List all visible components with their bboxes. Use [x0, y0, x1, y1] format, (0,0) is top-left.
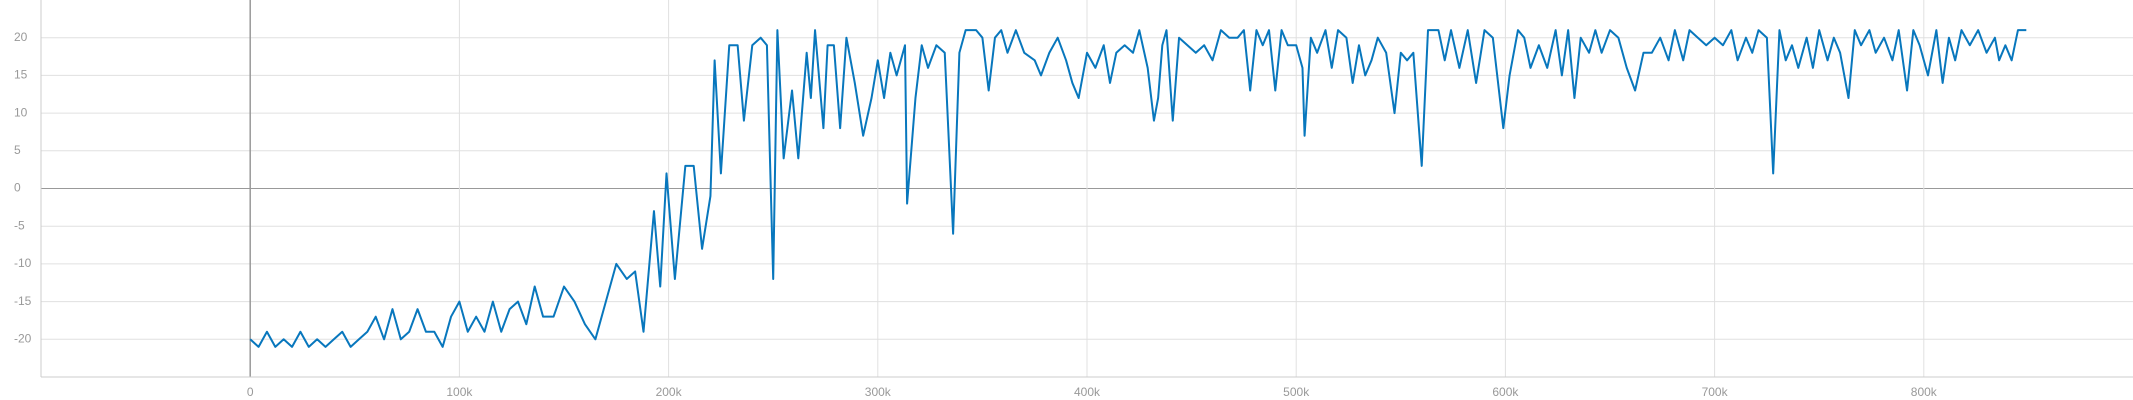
y-tick-label: 15	[14, 68, 28, 82]
y-tick-label: 10	[14, 105, 28, 119]
x-tick-label: 400k	[1074, 385, 1101, 399]
y-tick-label: 0	[14, 181, 21, 195]
x-tick-label: 600k	[1492, 385, 1519, 399]
y-tick-label: -10	[14, 256, 32, 270]
x-tick-label: 700k	[1702, 385, 1729, 399]
y-tick-label: -15	[14, 294, 32, 308]
x-tick-label: 300k	[865, 385, 892, 399]
y-tick-label: 20	[14, 30, 28, 44]
y-tick-label: -5	[14, 218, 25, 232]
y-tick-label: -20	[14, 331, 32, 345]
x-tick-label: 500k	[1283, 385, 1310, 399]
data-line	[249, 29, 2027, 348]
y-tick-label: 5	[14, 143, 21, 157]
x-tick-label: 0	[247, 385, 254, 399]
x-tick-label: 800k	[1911, 385, 1938, 399]
x-tick-label: 200k	[656, 385, 683, 399]
x-tick-label: 100k	[446, 385, 473, 399]
